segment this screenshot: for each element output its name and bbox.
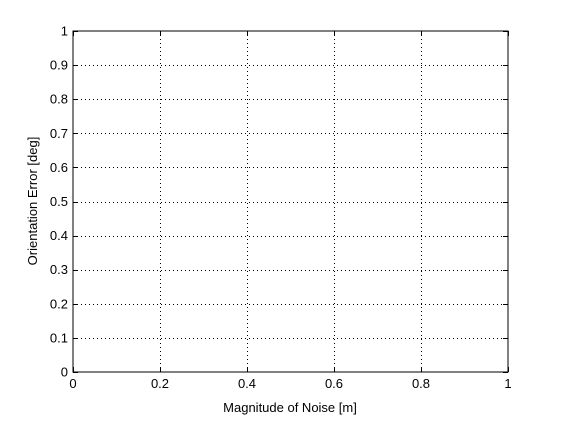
tick-marks [73, 31, 509, 373]
y-tick-label: 0.4 [50, 228, 68, 243]
y-tick-label: 0.8 [50, 92, 68, 107]
y-tick-label: 1 [61, 24, 68, 39]
plot-area-background [73, 31, 508, 372]
grid-lines [73, 31, 508, 372]
x-tick-label: 0.2 [151, 376, 169, 391]
y-tick-label: 0.7 [50, 126, 68, 141]
y-axis-label: Orientation Error [deg] [25, 137, 40, 266]
axes-box [72, 30, 509, 373]
y-tick-label: 0.3 [50, 262, 68, 277]
y-tick-label: 0.5 [50, 194, 68, 209]
x-tick-label: 1 [504, 376, 511, 391]
x-tick-label: 0.8 [412, 376, 430, 391]
y-tick-label: 0.1 [50, 330, 68, 345]
x-tick-label: 0 [69, 376, 76, 391]
y-tick-labels: 0 0.1 0.2 0.3 0.4 0.5 0.6 0.7 0.8 0.9 1 [50, 24, 68, 380]
x-axis-label: Magnitude of Noise [m] [223, 400, 357, 415]
x-tick-labels: 0 0.2 0.4 0.6 0.8 1 [69, 376, 511, 391]
y-tick-label: 0.2 [50, 296, 68, 311]
x-tick-label: 0.6 [325, 376, 343, 391]
y-tick-label: 0.9 [50, 58, 68, 73]
x-tick-label: 0.4 [238, 376, 256, 391]
y-tick-label: 0 [61, 365, 68, 380]
y-tick-label: 0.6 [50, 160, 68, 175]
